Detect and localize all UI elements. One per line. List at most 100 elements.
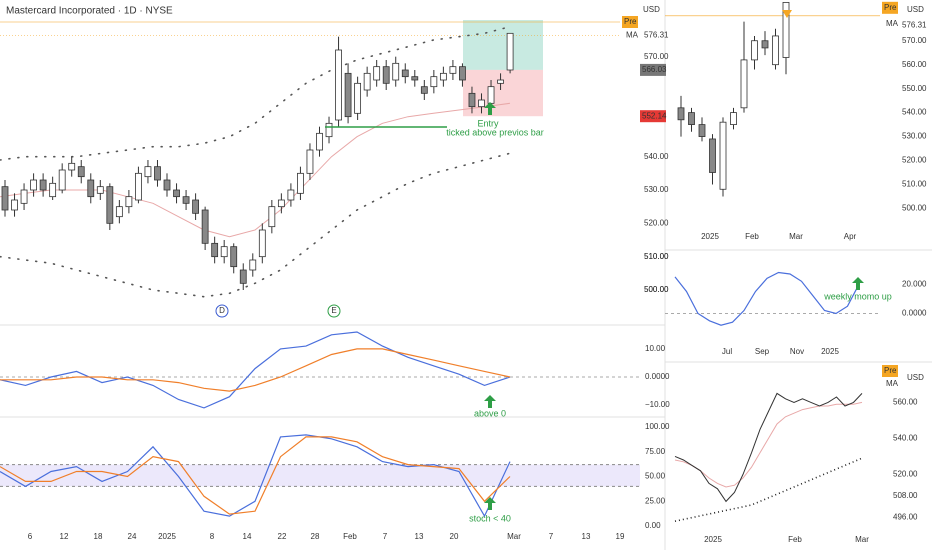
y-tick-label: 540.00 (902, 108, 927, 117)
x-tick-label: 2025 (158, 532, 176, 541)
candle-body (439, 72, 447, 81)
x-tick-label: 7 (383, 532, 388, 541)
up-arrow (484, 102, 496, 115)
x-tick-label: 2025 (821, 347, 839, 356)
x-tick-label: 7 (549, 532, 554, 541)
stop-zone (463, 69, 543, 117)
y-tick-label: 510.00 (644, 252, 669, 261)
candle-body (382, 66, 390, 84)
event-marker-label: D (219, 306, 225, 315)
x-tick-label: 6 (28, 532, 33, 541)
candle-body (249, 259, 257, 271)
candle-body (287, 189, 295, 201)
y-tick-label: 540.00 (644, 152, 669, 161)
candle-body (751, 40, 758, 61)
candle-body (719, 121, 727, 190)
candle-body (335, 49, 342, 121)
y-tick-label: 510.00 (644, 252, 669, 261)
x-tick-label: 12 (60, 532, 69, 541)
x-tick-label: 28 (311, 532, 320, 541)
y-tick-label: 560.00 (893, 398, 918, 407)
up-arrow (484, 395, 496, 408)
currency-label: USD (907, 5, 924, 14)
take-profit-zone (463, 20, 543, 70)
candle-body (58, 169, 66, 191)
price-badge (640, 110, 666, 123)
y-tick-label: 560.00 (902, 60, 927, 69)
price-badge-label: Pre (884, 366, 897, 375)
stoch-band (0, 464, 640, 487)
candle-body (1, 186, 9, 211)
up-arrow (484, 497, 496, 510)
x-tick-label: 14 (243, 532, 252, 541)
x-tick-label: Sep (755, 347, 770, 356)
x-tick-label: 13 (582, 532, 591, 541)
y-tick-label: 75.00 (645, 447, 666, 456)
candle-body (39, 179, 47, 191)
macd-line (0, 348, 511, 392)
x-tick-label: Feb (343, 532, 357, 541)
candle-body (506, 32, 514, 71)
stoch-line (0, 436, 511, 515)
annotation: weekly momo up (823, 291, 892, 301)
x-tick-label: Feb (745, 232, 759, 241)
ma-label: MA (886, 379, 899, 388)
candle-body (115, 206, 123, 218)
candle-body (154, 166, 161, 181)
candle-body (316, 132, 323, 151)
x-tick-label: 22 (278, 532, 287, 541)
candle-body (192, 199, 200, 214)
x-tick-label: 20 (450, 532, 459, 541)
price-badge-label: 566.03 (642, 65, 667, 74)
x-tick-label: Jul (722, 347, 732, 356)
macd-line (0, 331, 511, 409)
candle-body (325, 122, 333, 138)
candle-body (230, 246, 238, 268)
candle-body (698, 124, 706, 137)
ma-label: MA (626, 31, 639, 40)
candle-body (49, 182, 57, 198)
x-tick-label: Nov (790, 347, 804, 356)
price-badge (640, 63, 666, 76)
marker-triangle (782, 10, 792, 18)
y-tick-label: 496.00 (893, 513, 918, 522)
y-tick-label: 520.00 (644, 218, 669, 227)
y-tick-label: 520.00 (893, 470, 918, 479)
candle-body (497, 79, 504, 84)
candle-body (363, 72, 371, 91)
candle-body (677, 107, 685, 121)
candle-body (11, 199, 18, 211)
x-tick-label: 2025 (704, 535, 722, 544)
candle-body (782, 1, 790, 58)
x-tick-label: 8 (210, 532, 215, 541)
y-tick-label: 570.00 (902, 36, 927, 45)
x-tick-label: Feb (788, 535, 802, 544)
y-tick-label: 520.00 (902, 156, 927, 165)
candle-body (258, 229, 266, 258)
candle-body (420, 86, 428, 94)
candle-body (68, 162, 76, 171)
candle-body (459, 66, 466, 81)
candle-body (430, 76, 438, 88)
candle-body (449, 66, 457, 74)
candle-body (730, 112, 737, 125)
x-tick-label: 13 (415, 532, 424, 541)
price-badge-label: Pre (624, 17, 637, 26)
candle-body (106, 186, 114, 224)
candle-body (392, 62, 400, 81)
x-tick-label: Mar (789, 232, 803, 241)
candle-body (239, 269, 247, 284)
upper-band (0, 25, 511, 161)
y-tick-label: 500.00 (902, 204, 927, 213)
candle-body (688, 112, 695, 125)
candle-body (344, 72, 352, 118)
candle-body (411, 76, 419, 81)
candle-body (87, 179, 95, 198)
x-tick-label: 24 (128, 532, 137, 541)
y-tick-label: 500.00 (644, 285, 669, 294)
annotation: Entry (477, 118, 499, 128)
momentum-line (674, 271, 860, 326)
candle-body (77, 166, 85, 178)
y-tick-label: 530.00 (902, 132, 927, 141)
currency-label: USD (643, 5, 660, 14)
